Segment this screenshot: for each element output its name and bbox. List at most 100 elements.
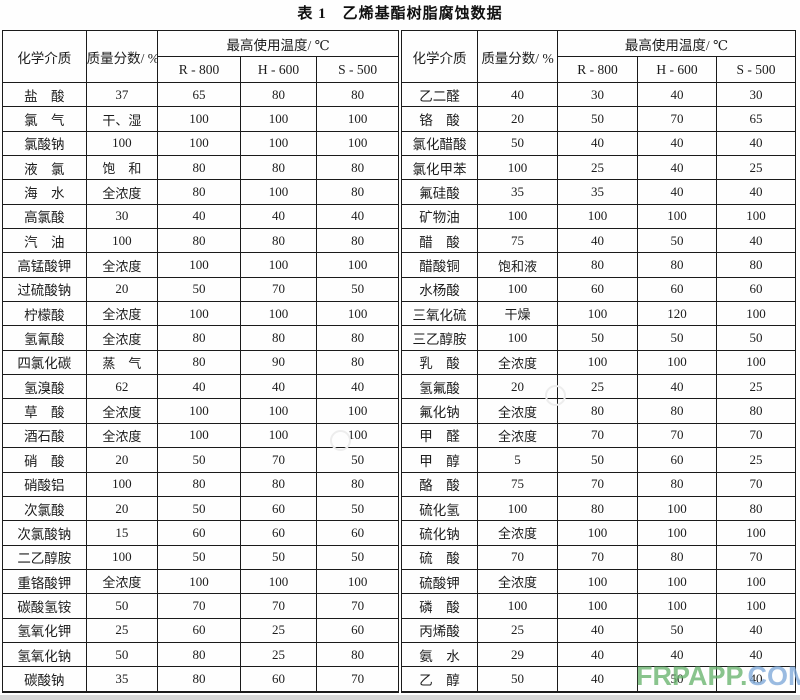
cell-mass-fraction: 75	[477, 471, 558, 497]
page-title: 表 1 乙烯基酯树脂腐蚀数据	[297, 6, 503, 22]
cell-mass-fraction: 全浓度	[85, 422, 159, 449]
cell-r800: 100	[157, 130, 241, 157]
cell-h600: 40	[637, 179, 717, 205]
table-header-right: 化学介质 质量分数/ % 最高使用温度/ ℃ R - 800 H - 600 S…	[401, 30, 797, 83]
cell-s500: 40	[316, 203, 399, 230]
cell-s500: 80	[316, 325, 399, 351]
cell-mass-fraction: 全浓度	[85, 179, 159, 205]
cell-s500: 60	[316, 617, 399, 643]
cell-r800: 50	[157, 495, 241, 522]
cell-chemical: 氢氰酸	[2, 325, 87, 351]
cell-mass-fraction: 全浓度	[477, 398, 558, 424]
cell-mass-fraction: 100	[477, 495, 558, 522]
cell-mass-fraction: 50	[85, 593, 159, 619]
table-row: 重铬酸钾 全浓度 100 100 100	[2, 568, 399, 595]
table-row: 乙二醛 40 30 40 30	[401, 81, 797, 108]
table-row: 硫酸钾 全浓度 100 100 100	[401, 568, 797, 595]
header-grade-r800: R - 800	[557, 56, 638, 83]
table-row: 硝酸铝 100 80 80 80	[2, 471, 399, 497]
cell-mass-fraction: 62	[85, 374, 159, 400]
cell-mass-fraction: 50	[85, 641, 159, 668]
cell-r800: 80	[157, 641, 241, 668]
cell-h600: 100	[239, 179, 318, 205]
cell-chemical: 丙烯酸	[401, 617, 478, 643]
cell-h600: 40	[637, 641, 717, 668]
cell-chemical: 矿物油	[401, 203, 478, 230]
cell-s500: 25	[715, 447, 797, 473]
table-row: 乳 酸全浓度 100 100 100	[401, 349, 797, 376]
cell-chemical: 磷 酸	[401, 593, 478, 619]
cell-s500: 40	[316, 374, 399, 400]
cell-mass-fraction: 全浓度	[85, 398, 159, 424]
cell-h600: 70	[239, 276, 318, 303]
cell-r800: 80	[157, 349, 241, 376]
cell-h600: 25	[239, 641, 318, 668]
cell-h600: 70	[637, 106, 717, 132]
table-row: 乙 醇 50 40 50 40	[401, 666, 797, 693]
table-row: 氨 水 29 40 40 40	[401, 641, 797, 668]
cell-h600: 60	[239, 495, 318, 522]
cell-r800: 70	[557, 422, 638, 449]
cell-r800: 60	[157, 520, 241, 546]
cell-r800: 40	[557, 130, 638, 157]
cell-chemical: 汽 油	[2, 228, 87, 254]
cell-chemical: 醋酸铜	[401, 252, 478, 278]
cell-s500: 100	[715, 593, 797, 619]
cell-s500: 80	[316, 349, 399, 376]
cell-chemical: 乙二醛	[401, 81, 478, 108]
cell-mass-fraction: 100	[477, 593, 558, 619]
cell-s500: 100	[316, 106, 399, 132]
table-row: 三乙醇胺 100 50 50 50	[401, 325, 797, 351]
cell-r800: 80	[557, 398, 638, 424]
cell-h600: 80	[637, 252, 717, 278]
cell-chemical: 甲 醇	[401, 447, 478, 473]
cell-mass-fraction: 5	[477, 447, 558, 473]
cell-chemical: 硫化氢	[401, 495, 478, 522]
cell-r800: 40	[157, 203, 241, 230]
table-row: 硫化氢 100 80 100 80	[401, 495, 797, 522]
cell-mass-fraction: 100	[85, 471, 159, 497]
cell-chemical: 四氯化碳	[2, 349, 87, 376]
cell-mass-fraction: 25	[85, 617, 159, 643]
table-row: 氯化甲苯 100 25 40 25	[401, 155, 797, 181]
cell-r800: 50	[557, 447, 638, 473]
cell-mass-fraction: 20	[85, 447, 159, 473]
table-row: 氢氰酸 全浓度 80 80 80	[2, 325, 399, 351]
cell-chemical: 氯化醋酸	[401, 130, 478, 157]
cell-h600: 50	[637, 228, 717, 254]
cell-h600: 100	[239, 568, 318, 595]
cell-mass-fraction: 75	[477, 228, 558, 254]
table-row: 氟化钠 全浓度 80 80 80	[401, 398, 797, 424]
cell-chemical: 乳 酸	[401, 349, 478, 376]
cell-mass-fraction: 100	[85, 544, 159, 570]
page-bottom-edge	[0, 695, 800, 700]
cell-r800: 40	[557, 228, 638, 254]
cell-h600: 60	[637, 447, 717, 473]
cell-r800: 80	[157, 179, 241, 205]
cell-h600: 80	[637, 398, 717, 424]
cell-r800: 80	[157, 325, 241, 351]
cell-mass-fraction: 40	[477, 81, 558, 108]
cell-h600: 70	[239, 447, 318, 473]
cell-mass-fraction: 29	[477, 641, 558, 668]
cell-r800: 60	[157, 617, 241, 643]
cell-s500: 40	[715, 228, 797, 254]
cell-h600: 100	[637, 568, 717, 595]
cell-h600: 40	[239, 374, 318, 400]
cell-s500: 100	[715, 568, 797, 595]
cell-mass-fraction: 70	[477, 544, 558, 570]
cell-h600: 100	[637, 593, 717, 619]
header-grade-h600: H - 600	[239, 56, 318, 83]
cell-mass-fraction: 饱 和	[85, 155, 159, 181]
header-grade-s500: S - 500	[316, 56, 399, 83]
cell-chemical: 氟化钠	[401, 398, 478, 424]
cell-mass-fraction: 全浓度	[85, 301, 159, 327]
cell-h600: 40	[239, 203, 318, 230]
cell-r800: 40	[157, 374, 241, 400]
cell-h600: 100	[239, 422, 318, 449]
cell-mass-fraction: 50	[477, 666, 558, 693]
cell-s500: 100	[316, 301, 399, 327]
table-row: 氟硅酸 35 35 40 40	[401, 179, 797, 205]
cell-mass-fraction: 全浓度	[85, 252, 159, 278]
cell-chemical: 硫化钠	[401, 520, 478, 546]
